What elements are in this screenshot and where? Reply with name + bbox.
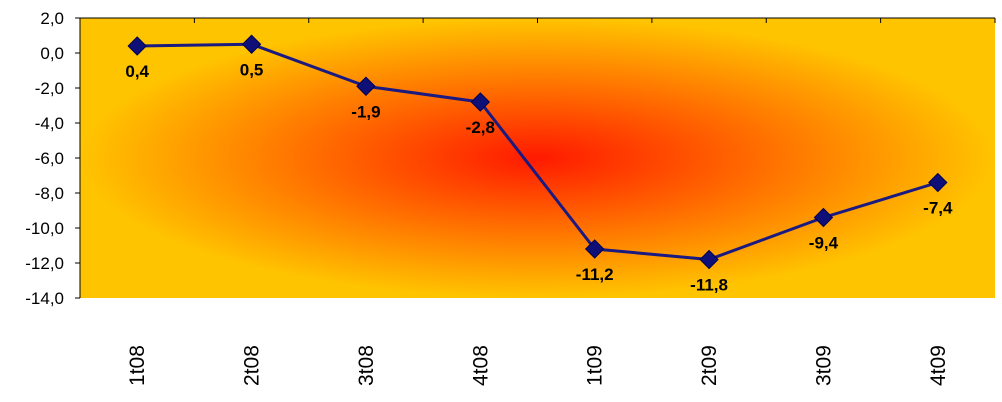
x-category-label: 3t09 — [812, 345, 835, 386]
series-line — [137, 42, 939, 261]
plot-area — [80, 18, 995, 298]
data-label: -2,8 — [466, 118, 495, 137]
data-label: 0,4 — [125, 62, 149, 81]
series-line-group — [127, 34, 948, 270]
data-label: -7,4 — [923, 199, 953, 218]
y-tick-label: 2,0 — [40, 9, 64, 28]
x-category-label: 2t09 — [698, 345, 721, 386]
y-axis: 2,0 0,0 -2,0 -4,0 -6,0 -8,0 -10,0 -12,0 -14,0 — [25, 9, 81, 308]
x-category-label: 4t08 — [469, 345, 492, 386]
y-tick-label: -12,0 — [25, 254, 64, 273]
data-point-marker — [356, 76, 376, 96]
data-point-marker — [928, 172, 948, 193]
data-label-group: 0,4 0,5 -1,9 -2,8 -11,2 -11,8 -9,4 -7,4 — [125, 60, 953, 294]
y-tick-label: -6,0 — [35, 149, 64, 168]
x-category-label: 1t08 — [126, 345, 149, 386]
y-tick-label: 0,0 — [40, 44, 64, 63]
y-tick-label: -8,0 — [35, 184, 64, 203]
x-category-label: 2t08 — [241, 345, 264, 386]
y-tick-label: -2,0 — [35, 79, 64, 98]
x-category-label: 1t09 — [584, 345, 607, 386]
data-label: 0,5 — [240, 60, 264, 79]
y-tick-label: -10,0 — [25, 219, 64, 238]
x-category-label: 4t09 — [927, 345, 950, 386]
data-point-marker — [584, 239, 605, 259]
data-label: -11,2 — [576, 265, 614, 284]
data-label: -9,4 — [809, 234, 839, 253]
data-point-marker — [699, 249, 719, 270]
data-point-marker — [813, 207, 834, 228]
data-point-marker — [127, 36, 147, 56]
data-point-marker — [241, 34, 262, 54]
x-axis: 1t08 2t08 3t08 4t08 1t09 2t09 3t09 4t09 — [79, 17, 996, 386]
data-label: -11,8 — [690, 276, 728, 295]
y-tick-label: -14,0 — [25, 289, 64, 308]
data-label: -1,9 — [351, 102, 380, 121]
x-category-label: 3t08 — [355, 345, 378, 386]
y-tick-label: -4,0 — [35, 114, 64, 133]
data-point-marker — [470, 92, 491, 112]
